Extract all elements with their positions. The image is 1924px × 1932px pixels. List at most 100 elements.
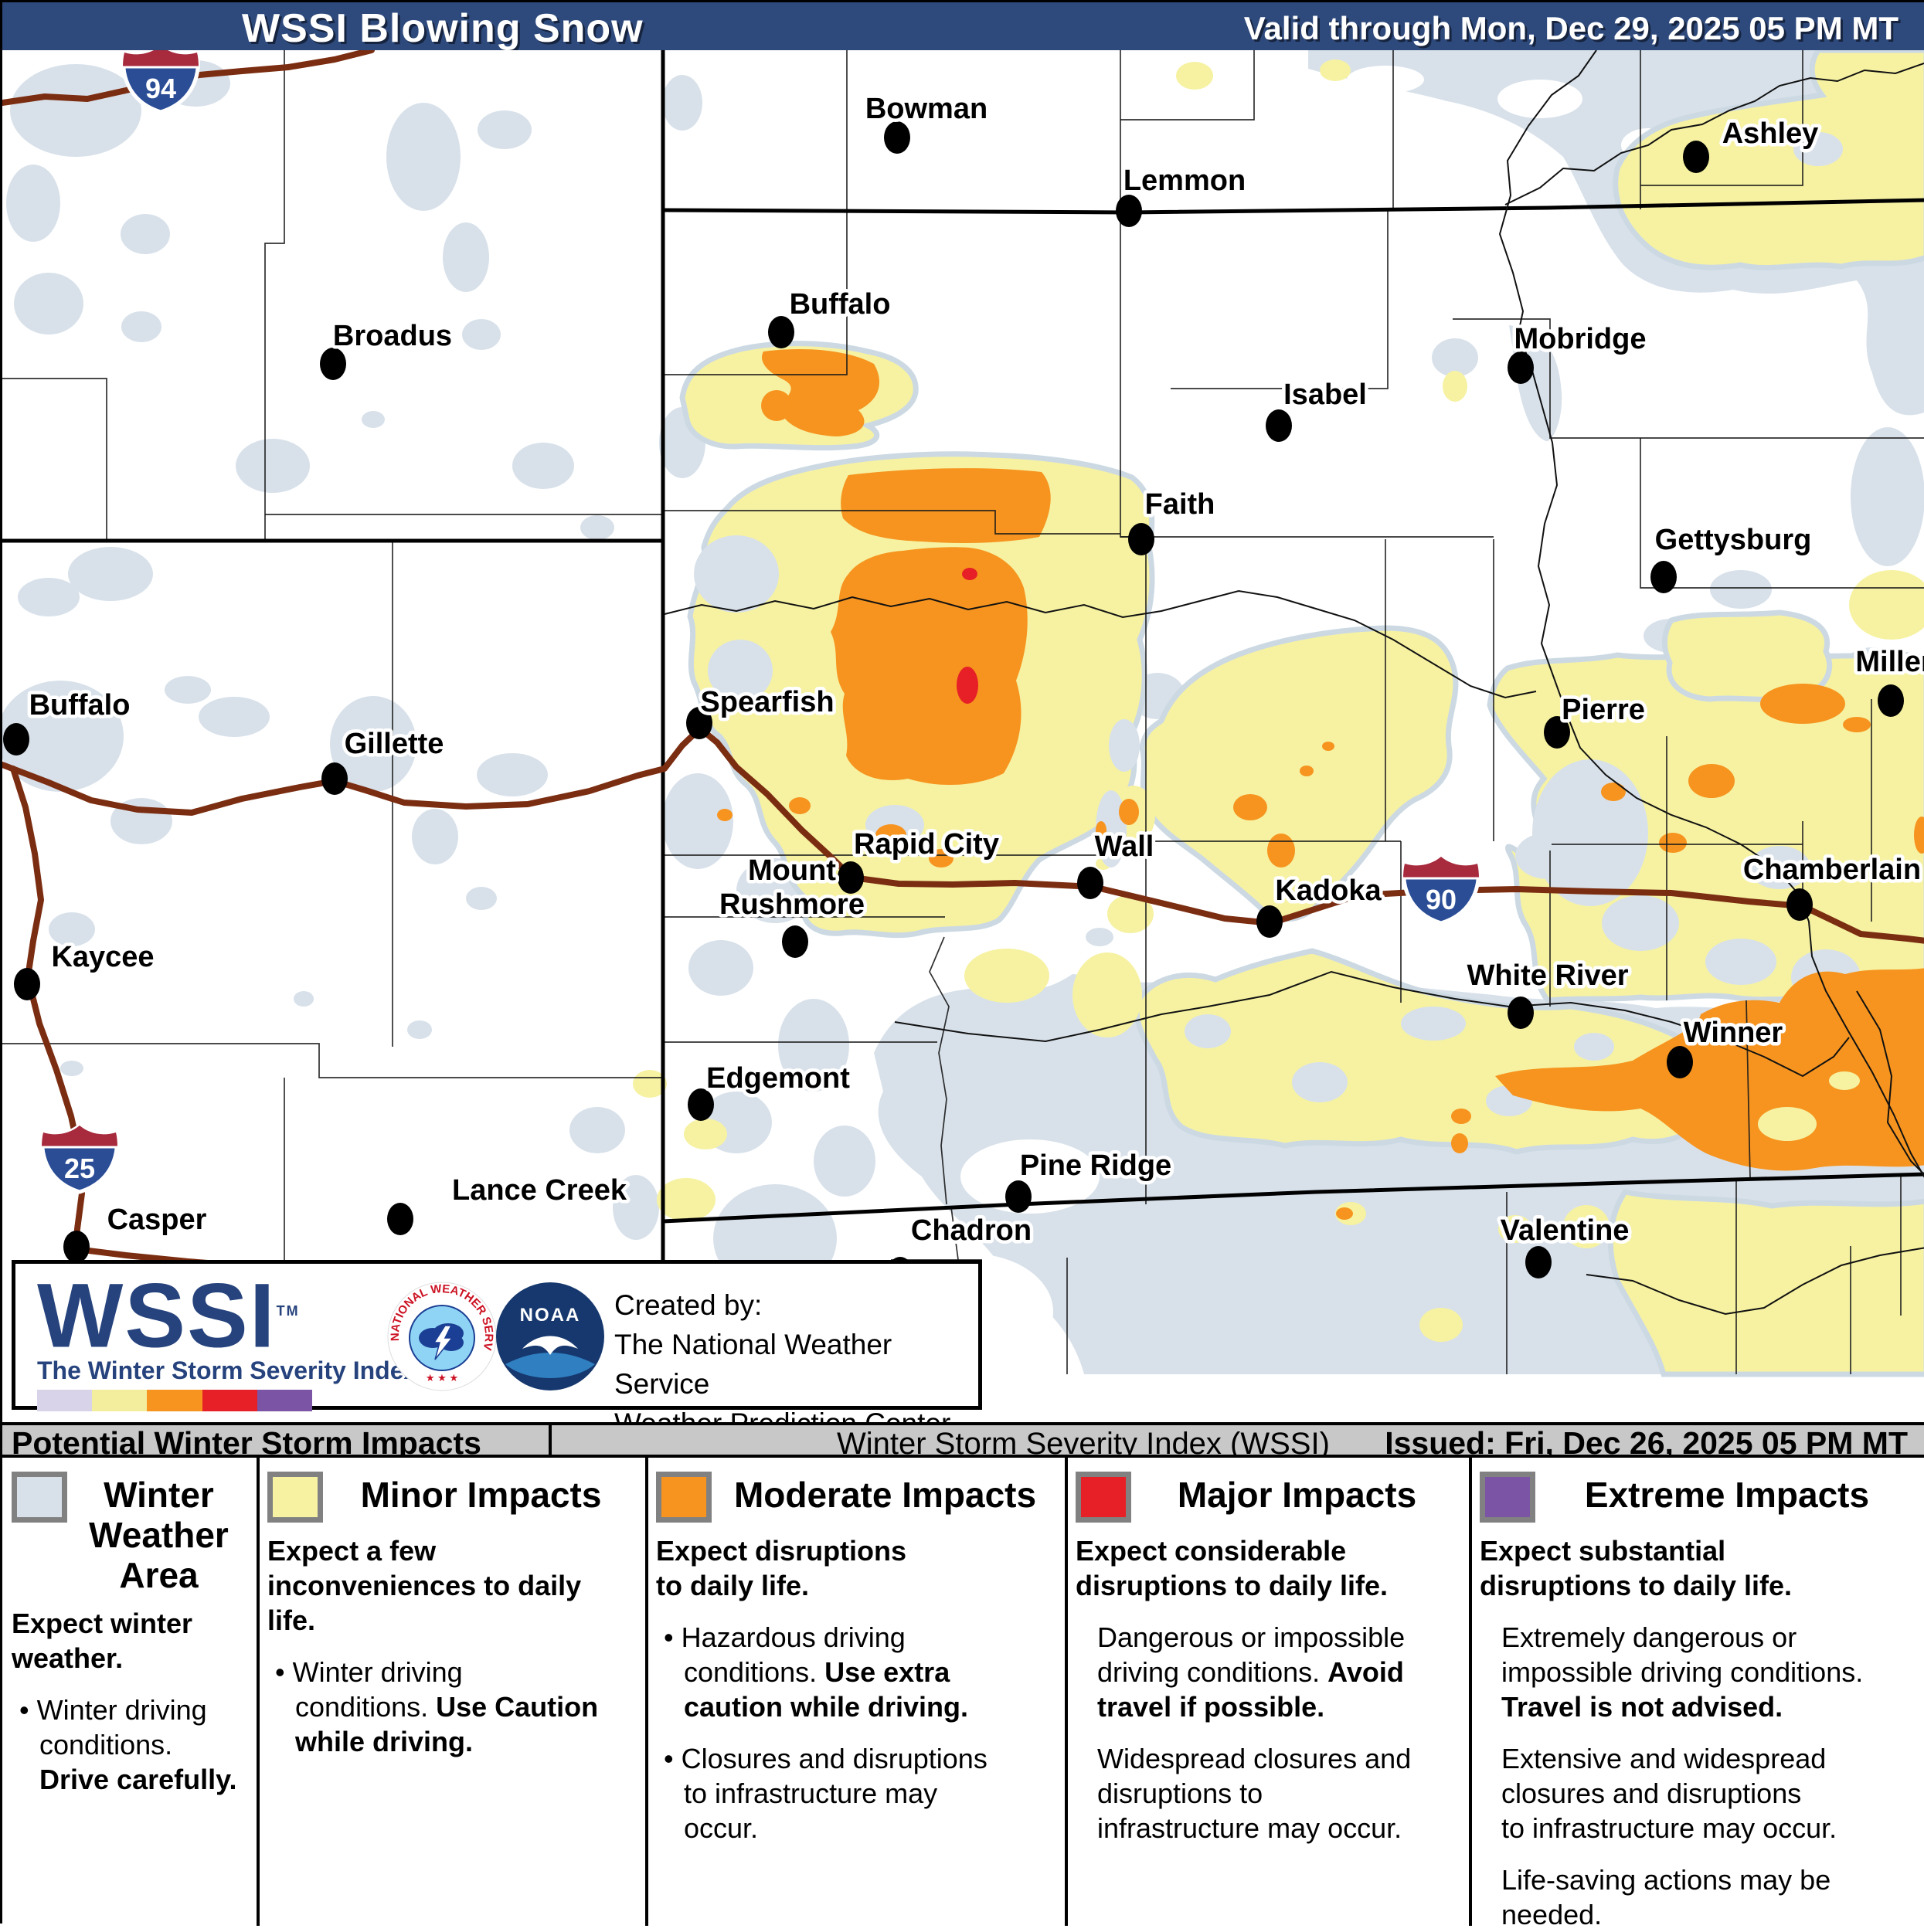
legend-column-moderate-impacts: Moderate Impacts Expect disruptions to dai…	[647, 1458, 1066, 1926]
city-dot	[688, 1088, 714, 1121]
city-rapid-city: Rapid City	[838, 825, 1002, 894]
city-dot	[1786, 888, 1813, 921]
legend-lead-text: Expect a few inconveniences to daily life.	[267, 1535, 582, 1636]
logo-box: WSSITM The Winter Storm Severity Index N…	[12, 1260, 982, 1439]
shield-number: 94	[145, 73, 176, 104]
impact-area-lb	[1851, 427, 1924, 566]
impact-area-y	[1320, 59, 1351, 81]
county-line	[663, 209, 848, 375]
impact-area-lb	[662, 75, 702, 131]
city-kaycee: Kaycee	[14, 938, 158, 1000]
impact-area-lb	[60, 1061, 83, 1076]
impact-area-lb	[1749, 846, 1810, 889]
legend-paragraph: Life-saving actions may be needed.	[1501, 1864, 1831, 1930]
legend-title: Winter Weather Area	[89, 1475, 229, 1595]
city-faith: Faith	[1128, 485, 1219, 555]
impact-area-lb	[6, 165, 60, 242]
city-label: Mount	[748, 854, 836, 887]
impact-area-lb	[1705, 939, 1776, 985]
city-label: Spearfish	[700, 686, 834, 718]
city-bowman: Bowman	[862, 90, 991, 154]
county-line	[929, 936, 950, 1205]
impact-area-lb	[199, 697, 270, 737]
legend-lead-text: Expect winter weather.	[12, 1608, 193, 1674]
city-gettysburg: Gettysburg	[1650, 521, 1815, 593]
impact-area-y	[684, 1119, 727, 1149]
city-dot	[1508, 997, 1534, 1029]
city-label: Buffalo	[29, 689, 131, 722]
city-label: Ashley	[1722, 117, 1819, 150]
city-label: Gettysburg	[1655, 524, 1812, 556]
city-dot	[1525, 1246, 1552, 1278]
legend-lead-text: Expect disruptions to daily life.	[656, 1535, 907, 1601]
legend-column-minor-impacts: Minor Impacts Expect a few inconveniences …	[258, 1458, 647, 1926]
impact-area-lb	[512, 443, 574, 489]
city-gillette: Gillette	[321, 725, 447, 795]
impact-area-o	[875, 824, 906, 846]
county-line	[1171, 209, 1389, 389]
city-dot	[1878, 684, 1904, 717]
impact-area-lb	[1401, 1007, 1466, 1041]
city-isabel: Isabel	[1266, 375, 1370, 442]
city-dot	[387, 1203, 413, 1235]
city-dot	[1116, 195, 1142, 227]
impact-area-lb	[18, 578, 80, 616]
impact-area-lb	[478, 110, 532, 149]
city-pierre: Pierre	[1544, 691, 1648, 749]
impact-area-lb	[443, 222, 489, 292]
city-label: Edgemont	[706, 1062, 850, 1095]
impact-area-y	[1563, 1205, 1610, 1248]
city-label: Miller	[1855, 646, 1924, 678]
impact-area-lb	[407, 1020, 432, 1039]
legend-title: Minor Impacts	[360, 1475, 602, 1515]
impact-area-lb	[121, 311, 161, 342]
legend-column-winter-weather-area: Winter Weather Area Expect winter weather. • …	[2, 1458, 258, 1926]
impact-area-lb	[1793, 132, 1843, 166]
city-label: Lance Creek	[452, 1174, 627, 1207]
city-label: White River	[1467, 959, 1628, 992]
impact-area-y	[1443, 371, 1467, 402]
city-wall: Wall	[1077, 827, 1157, 899]
impact-area-lb	[294, 991, 314, 1007]
city-label: Mobridge	[1514, 323, 1647, 355]
city-dot	[1544, 716, 1570, 749]
impact-area-lb	[688, 940, 753, 996]
city-lemmon: Lemmon	[1116, 161, 1249, 227]
city-mobridge: Mobridge	[1508, 320, 1650, 384]
city-label: Faith	[1145, 488, 1215, 521]
city-buffalo-sd: Buffalo	[768, 285, 894, 348]
page-title: WSSI Blowing Snow	[242, 6, 644, 51]
river-line	[664, 589, 1537, 699]
legend-paragraph: Dangerous or impossible driving condition…	[1097, 1621, 1406, 1723]
impact-area-lb	[386, 103, 461, 211]
impact-area-lb	[330, 696, 416, 792]
county-line	[1453, 318, 1924, 439]
city-dot	[63, 1231, 90, 1263]
impact-area-o	[1843, 717, 1871, 732]
nws-logo: NATIONAL WEATHER SERVICE★ ★ ★	[387, 1282, 497, 1391]
city-dot	[1256, 905, 1283, 938]
city-ashley: Ashley	[1683, 114, 1822, 173]
city-dot	[768, 316, 794, 348]
legend-paragraph: • Hazardous driving conditions. Use extra…	[664, 1621, 969, 1723]
impact-area-wh	[1347, 66, 1424, 93]
impact-area-y	[1829, 1071, 1860, 1090]
impact-area-y	[1176, 62, 1213, 90]
impact-area-o	[841, 468, 1051, 543]
interstate-shield-94: 94	[121, 50, 200, 114]
legend-title: Major Impacts	[1177, 1475, 1417, 1515]
city-dot	[320, 348, 346, 380]
impact-area-o	[761, 390, 792, 421]
river-line	[1504, 62, 1924, 205]
city-label: Pine Ridge	[1020, 1149, 1171, 1182]
city-casper: Casper	[63, 1200, 210, 1263]
city-label: Gillette	[345, 728, 444, 760]
wssi-logo: WSSITM The Winter Storm Severity Index	[37, 1265, 417, 1412]
county-line	[1640, 438, 1924, 589]
impact-area-lb	[477, 753, 548, 796]
city-dot	[782, 925, 808, 958]
city-dot	[1077, 867, 1103, 899]
impact-area-o	[831, 547, 1028, 786]
city-buffalo-wy: Buffalo	[3, 686, 134, 755]
impact-area-lb	[165, 676, 211, 704]
